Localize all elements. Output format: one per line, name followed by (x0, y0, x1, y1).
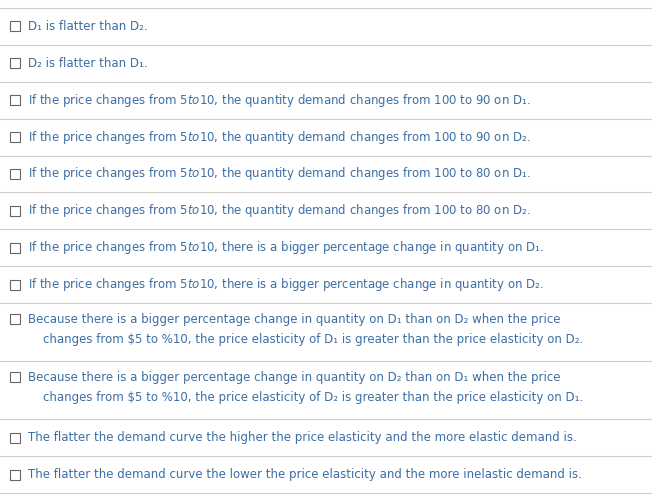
Bar (10, 58, 20, 68)
Text: D₂ is flatter than D₁.: D₂ is flatter than D₁. (28, 57, 147, 70)
Bar (10, 372, 20, 382)
Text: If the price changes from $5 to $10, the quantity demand changes from 100 to 90 : If the price changes from $5 to $10, the… (28, 92, 531, 109)
Bar (10, 206, 20, 216)
Text: Because there is a bigger percentage change in quantity on D₂ than on D₁ when th: Because there is a bigger percentage cha… (28, 371, 561, 384)
Bar (10, 469, 20, 479)
Text: Because there is a bigger percentage change in quantity on D₁ than on D₂ when th: Because there is a bigger percentage cha… (28, 313, 561, 326)
Bar (10, 314, 20, 324)
Text: D₁ is flatter than D₂.: D₁ is flatter than D₂. (28, 20, 147, 33)
Bar (10, 433, 20, 443)
Text: changes from $5 to %10, the price elasticity of D₂ is greater than the price ela: changes from $5 to %10, the price elasti… (28, 391, 584, 404)
Text: changes from $5 to %10, the price elasticity of D₁ is greater than the price ela: changes from $5 to %10, the price elasti… (28, 333, 584, 346)
Text: If the price changes from $5 to $10, there is a bigger percentage change in quan: If the price changes from $5 to $10, the… (28, 239, 544, 256)
Text: The flatter the demand curve the higher the price elasticity and the more elasti: The flatter the demand curve the higher … (28, 431, 577, 444)
Bar (10, 169, 20, 179)
Text: If the price changes from $5 to $10, there is a bigger percentage change in quan: If the price changes from $5 to $10, the… (28, 276, 544, 293)
Bar (10, 95, 20, 105)
Text: If the price changes from $5 to $10, the quantity demand changes from 100 to 90 : If the price changes from $5 to $10, the… (28, 129, 531, 146)
Bar (10, 22, 20, 32)
Bar (10, 242, 20, 253)
Text: If the price changes from $5 to $10, the quantity demand changes from 100 to 80 : If the price changes from $5 to $10, the… (28, 165, 531, 182)
Bar (10, 132, 20, 142)
Bar (10, 280, 20, 290)
Text: If the price changes from $5 to $10, the quantity demand changes from 100 to 80 : If the price changes from $5 to $10, the… (28, 202, 531, 219)
Text: The flatter the demand curve the lower the price elasticity and the more inelast: The flatter the demand curve the lower t… (28, 468, 582, 481)
